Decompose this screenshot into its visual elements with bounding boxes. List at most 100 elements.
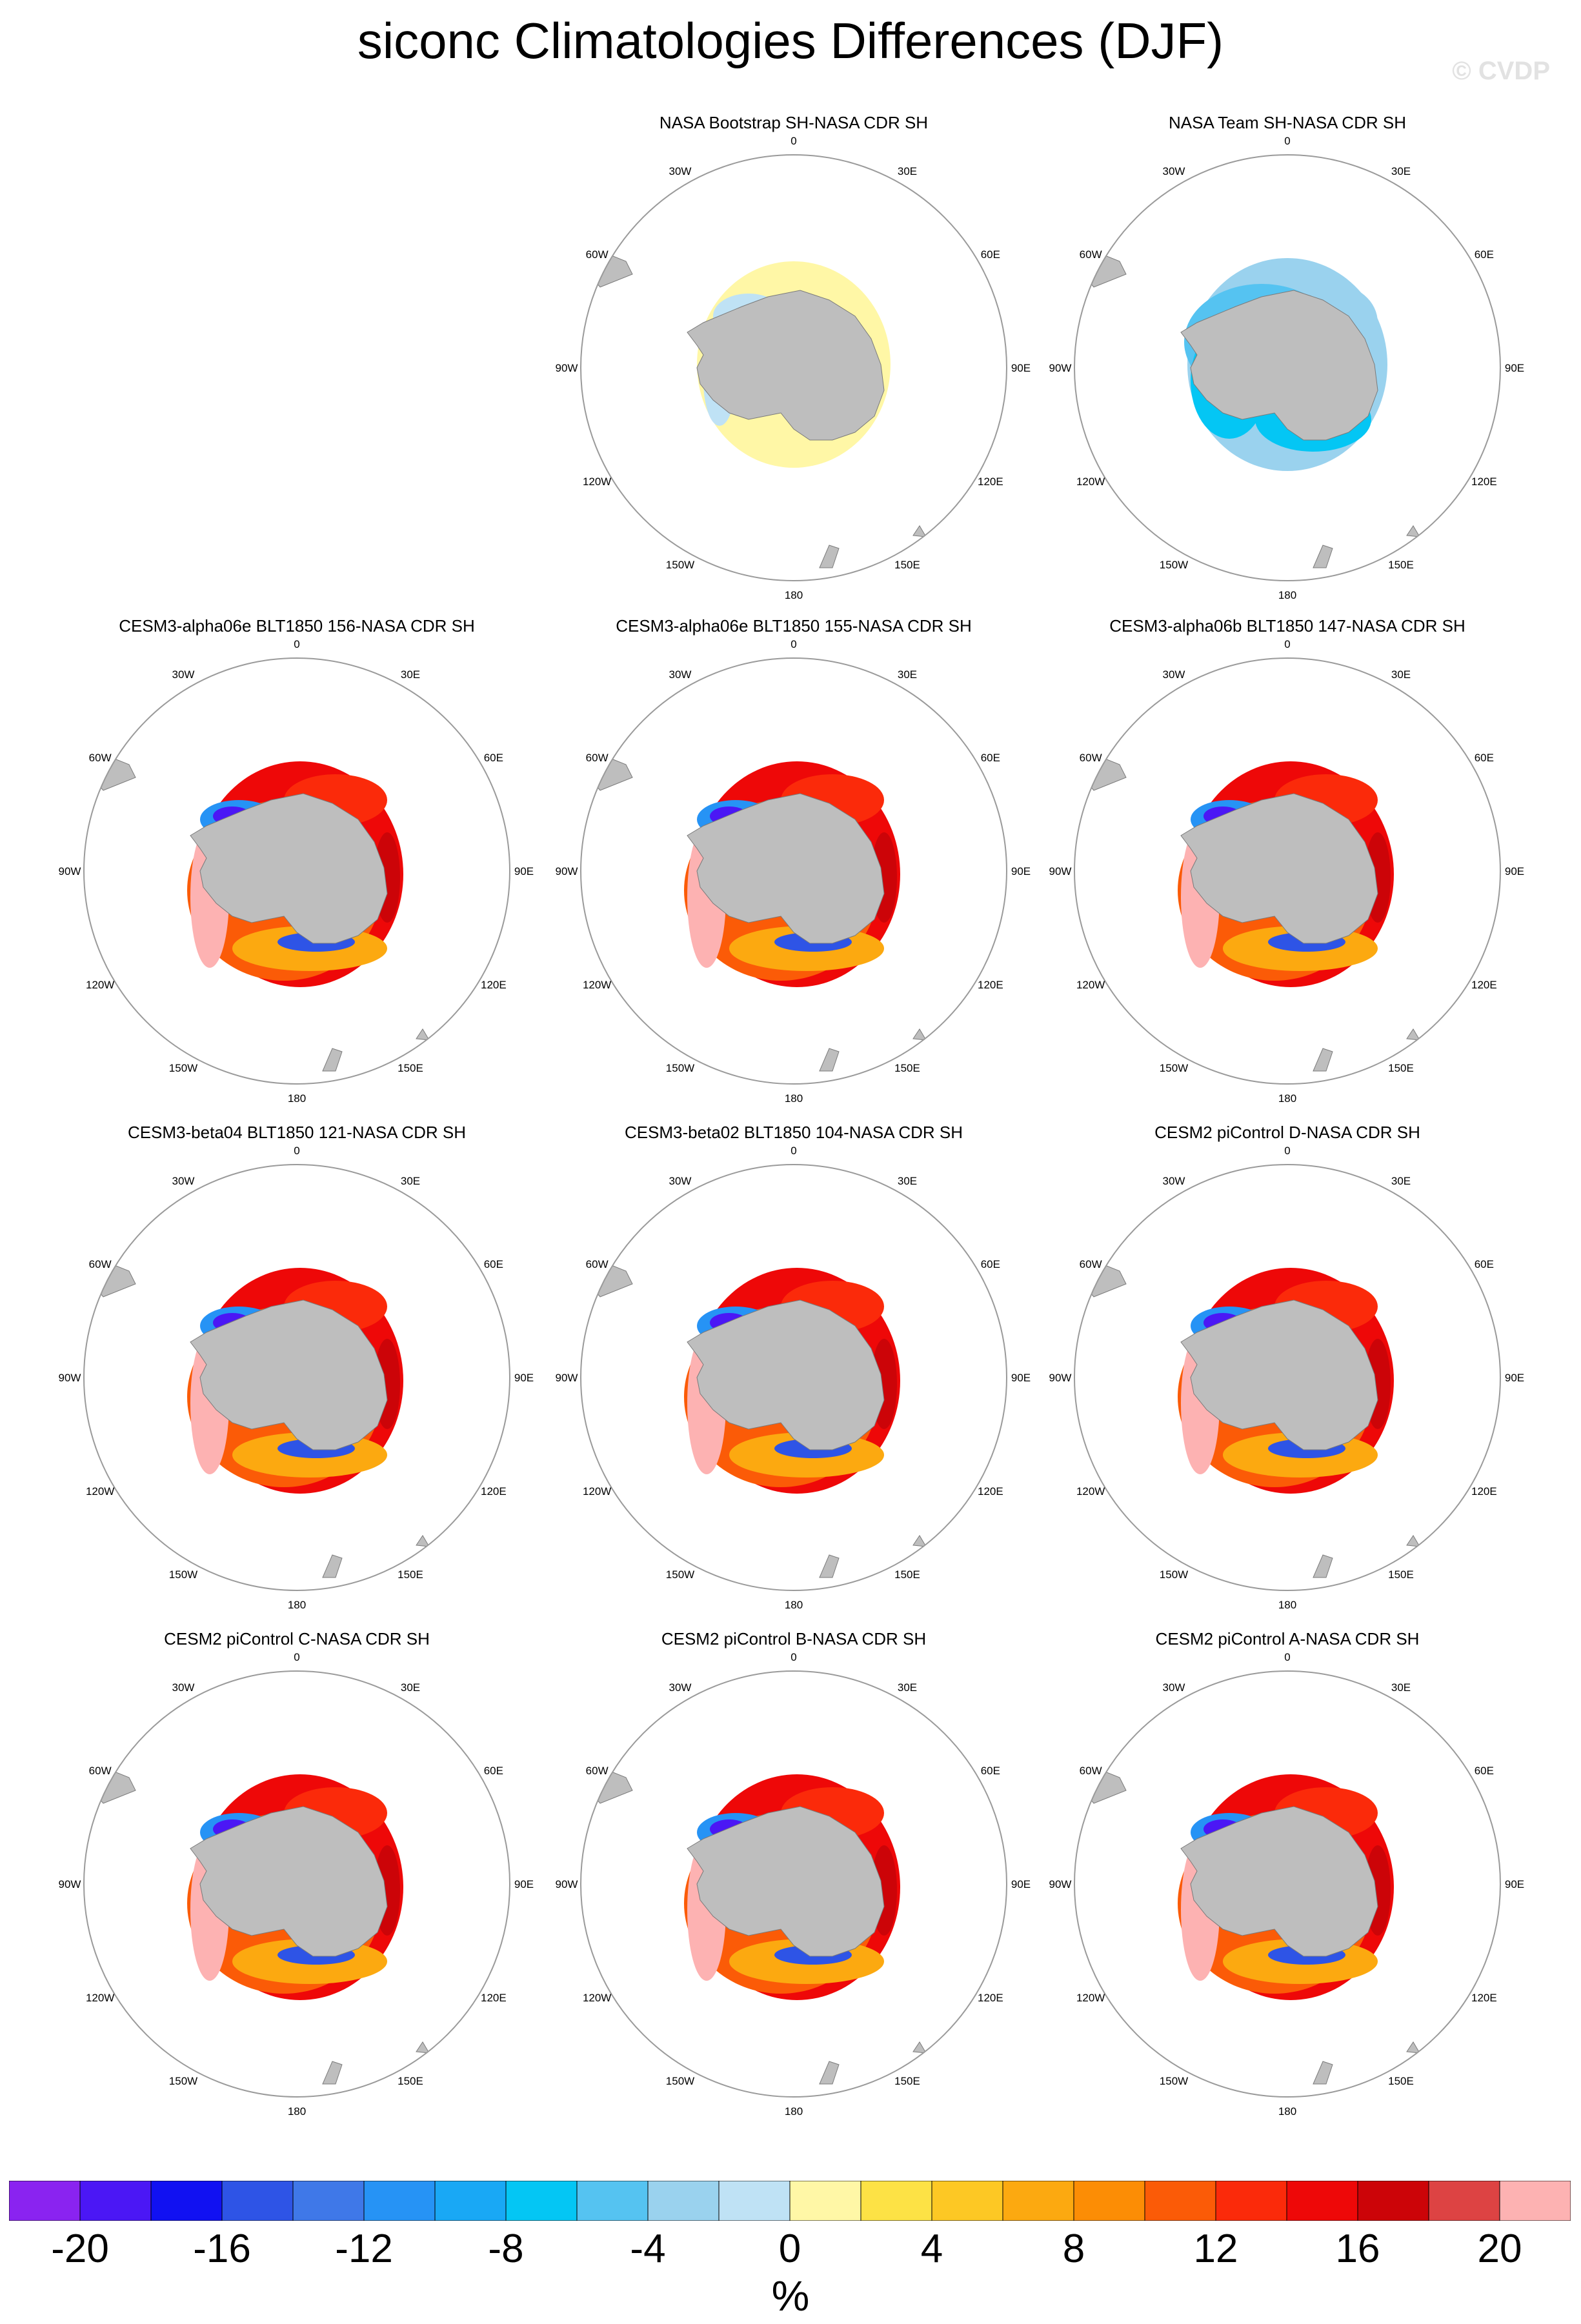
colorbar-tick-label: 4 xyxy=(920,2227,943,2271)
polar-map: 0 30E 60E 90E 120E 150E 180 150W 120W 90W 60W 30W xyxy=(1049,1651,1525,2118)
longitude-label: 150E xyxy=(1388,1568,1414,1581)
longitude-label: 0 xyxy=(1284,135,1290,147)
longitude-label: 30E xyxy=(898,668,917,681)
longitude-label: 30E xyxy=(898,1681,917,1694)
antarctica-landmass xyxy=(1180,290,1378,441)
longitude-label: 60W xyxy=(89,1765,112,1777)
longitude-label: 150W xyxy=(169,1062,197,1074)
longitude-label: 150W xyxy=(1160,1062,1188,1074)
colorbar-box xyxy=(718,2180,790,2221)
map-panel: CESM3-alpha06e BLT1850 155-NASA CDR SH 0 3… xyxy=(542,616,1045,1107)
panel-title: CESM3-beta02 BLT1850 104-NASA CDR SH xyxy=(624,1123,963,1142)
colorbar-tick-label: -4 xyxy=(630,2227,666,2271)
longitude-label: 0 xyxy=(294,1651,299,1663)
colorbar-box xyxy=(1499,2180,1571,2221)
longitude-label: 60W xyxy=(1080,1258,1102,1270)
longitude-label: 90W xyxy=(1049,1878,1072,1890)
longitude-label: 60E xyxy=(484,1765,503,1777)
map-boundary xyxy=(1074,1164,1501,1591)
polar-map: 0 30E 60E 90E 120E 150E 180 150W 120W 90W 60W 30W xyxy=(556,1145,1031,1611)
longitude-label: 90E xyxy=(1011,362,1031,374)
colorbar-tick-label: 8 xyxy=(1062,2227,1085,2271)
colorbar-box xyxy=(292,2180,365,2221)
longitude-label: 30E xyxy=(1391,1175,1411,1187)
colorbar-box xyxy=(1144,2180,1216,2221)
longitude-label: 120E xyxy=(1471,1992,1497,2004)
longitude-label: 120W xyxy=(583,1992,611,2004)
longitude-label: 30E xyxy=(898,1175,917,1187)
longitude-label: 150E xyxy=(1388,559,1414,571)
longitude-label: 60W xyxy=(586,1258,609,1270)
colorbar-box xyxy=(1073,2180,1145,2221)
longitude-label: 90E xyxy=(514,1878,534,1890)
longitude-label: 120E xyxy=(978,979,1003,991)
longitude-label: 30W xyxy=(669,1175,692,1187)
tasmania-landmass xyxy=(416,2041,430,2054)
polar-map: 0 30E 60E 90E 120E 150E 180 150W 120W 90W 60W 30W xyxy=(556,638,1031,1105)
longitude-label: 180 xyxy=(288,2105,306,2118)
longitude-label: 90W xyxy=(556,362,578,374)
polar-map: 0 30E 60E 90E 120E 150E 180 150W 120W 90W 60W 30W xyxy=(556,135,1031,601)
longitude-label: 90W xyxy=(1049,1372,1072,1384)
longitude-label: 60E xyxy=(981,248,1000,261)
colorbar-tick-label: 16 xyxy=(1335,2227,1380,2271)
colorbar-box xyxy=(1286,2180,1358,2221)
longitude-label: 150W xyxy=(1160,559,1188,571)
longitude-label: 90W xyxy=(59,865,81,877)
map-panel: CESM2 piControl B-NASA CDR SH 0 30E 60E 90E 1… xyxy=(542,1629,1045,2119)
longitude-label: 60W xyxy=(1080,248,1102,261)
longitude-label: 150W xyxy=(169,1568,197,1581)
new-zealand-landmass xyxy=(322,1048,343,1072)
new-zealand-landmass xyxy=(819,2061,840,2085)
map-panel: CESM2 piControl D-NASA CDR SH 0 30E 60E 90E 1… xyxy=(1036,1123,1539,1613)
longitude-label: 60E xyxy=(981,752,1000,764)
colorbar-box xyxy=(150,2180,223,2221)
map-boundary xyxy=(580,1164,1007,1591)
tasmania-landmass xyxy=(416,1535,430,1547)
panel-title: CESM2 piControl D-NASA CDR SH xyxy=(1154,1123,1420,1142)
colorbar-box xyxy=(505,2180,578,2221)
longitude-label: 90W xyxy=(1049,865,1072,877)
longitude-label: 60W xyxy=(1080,1765,1102,1777)
colorbar-box xyxy=(1357,2180,1429,2221)
longitude-label: 180 xyxy=(785,2105,803,2118)
colorbar-box xyxy=(1428,2180,1500,2221)
map-boundary xyxy=(83,1164,510,1591)
longitude-label: 180 xyxy=(1278,1599,1296,1611)
antarctica-landmass xyxy=(687,793,885,944)
longitude-label: 90W xyxy=(59,1372,81,1384)
map-panel: CESM3-beta04 BLT1850 121-NASA CDR SH 0 30E… xyxy=(45,1123,549,1613)
longitude-label: 60E xyxy=(484,1258,503,1270)
tasmania-landmass xyxy=(1406,2041,1420,2054)
longitude-label: 150E xyxy=(894,2075,920,2087)
longitude-label: 60E xyxy=(981,1765,1000,1777)
longitude-label: 150E xyxy=(894,1062,920,1074)
longitude-label: 90E xyxy=(1505,865,1524,877)
map-boundary xyxy=(83,657,510,1085)
colorbar-box xyxy=(931,2180,1003,2221)
new-zealand-landmass xyxy=(1313,1048,1333,1072)
longitude-label: 60W xyxy=(586,248,609,261)
new-zealand-landmass xyxy=(1313,1554,1333,1578)
longitude-label: 150W xyxy=(666,1062,694,1074)
colorbar-box xyxy=(576,2180,649,2221)
colorbar-boxes xyxy=(8,2180,1571,2221)
tasmania-landmass xyxy=(912,1028,927,1041)
colorbar-box xyxy=(363,2180,436,2221)
longitude-label: 180 xyxy=(1278,589,1296,601)
antarctica-landmass xyxy=(1180,1806,1378,1957)
colorbar-box xyxy=(1002,2180,1074,2221)
longitude-label: 120E xyxy=(978,476,1003,488)
longitude-label: 150E xyxy=(398,1568,423,1581)
longitude-label: 120W xyxy=(1076,476,1105,488)
longitude-label: 90E xyxy=(514,865,534,877)
longitude-label: 60W xyxy=(586,1765,609,1777)
longitude-label: 180 xyxy=(785,589,803,601)
panel-title: CESM2 piControl C-NASA CDR SH xyxy=(164,1629,430,1648)
longitude-label: 90W xyxy=(1049,362,1072,374)
longitude-label: 150W xyxy=(169,2075,197,2087)
antarctica-landmass xyxy=(687,290,885,441)
longitude-label: 150E xyxy=(1388,1062,1414,1074)
longitude-label: 150E xyxy=(398,1062,423,1074)
map-panel: CESM3-beta02 BLT1850 104-NASA CDR SH 0 30E… xyxy=(542,1123,1045,1613)
